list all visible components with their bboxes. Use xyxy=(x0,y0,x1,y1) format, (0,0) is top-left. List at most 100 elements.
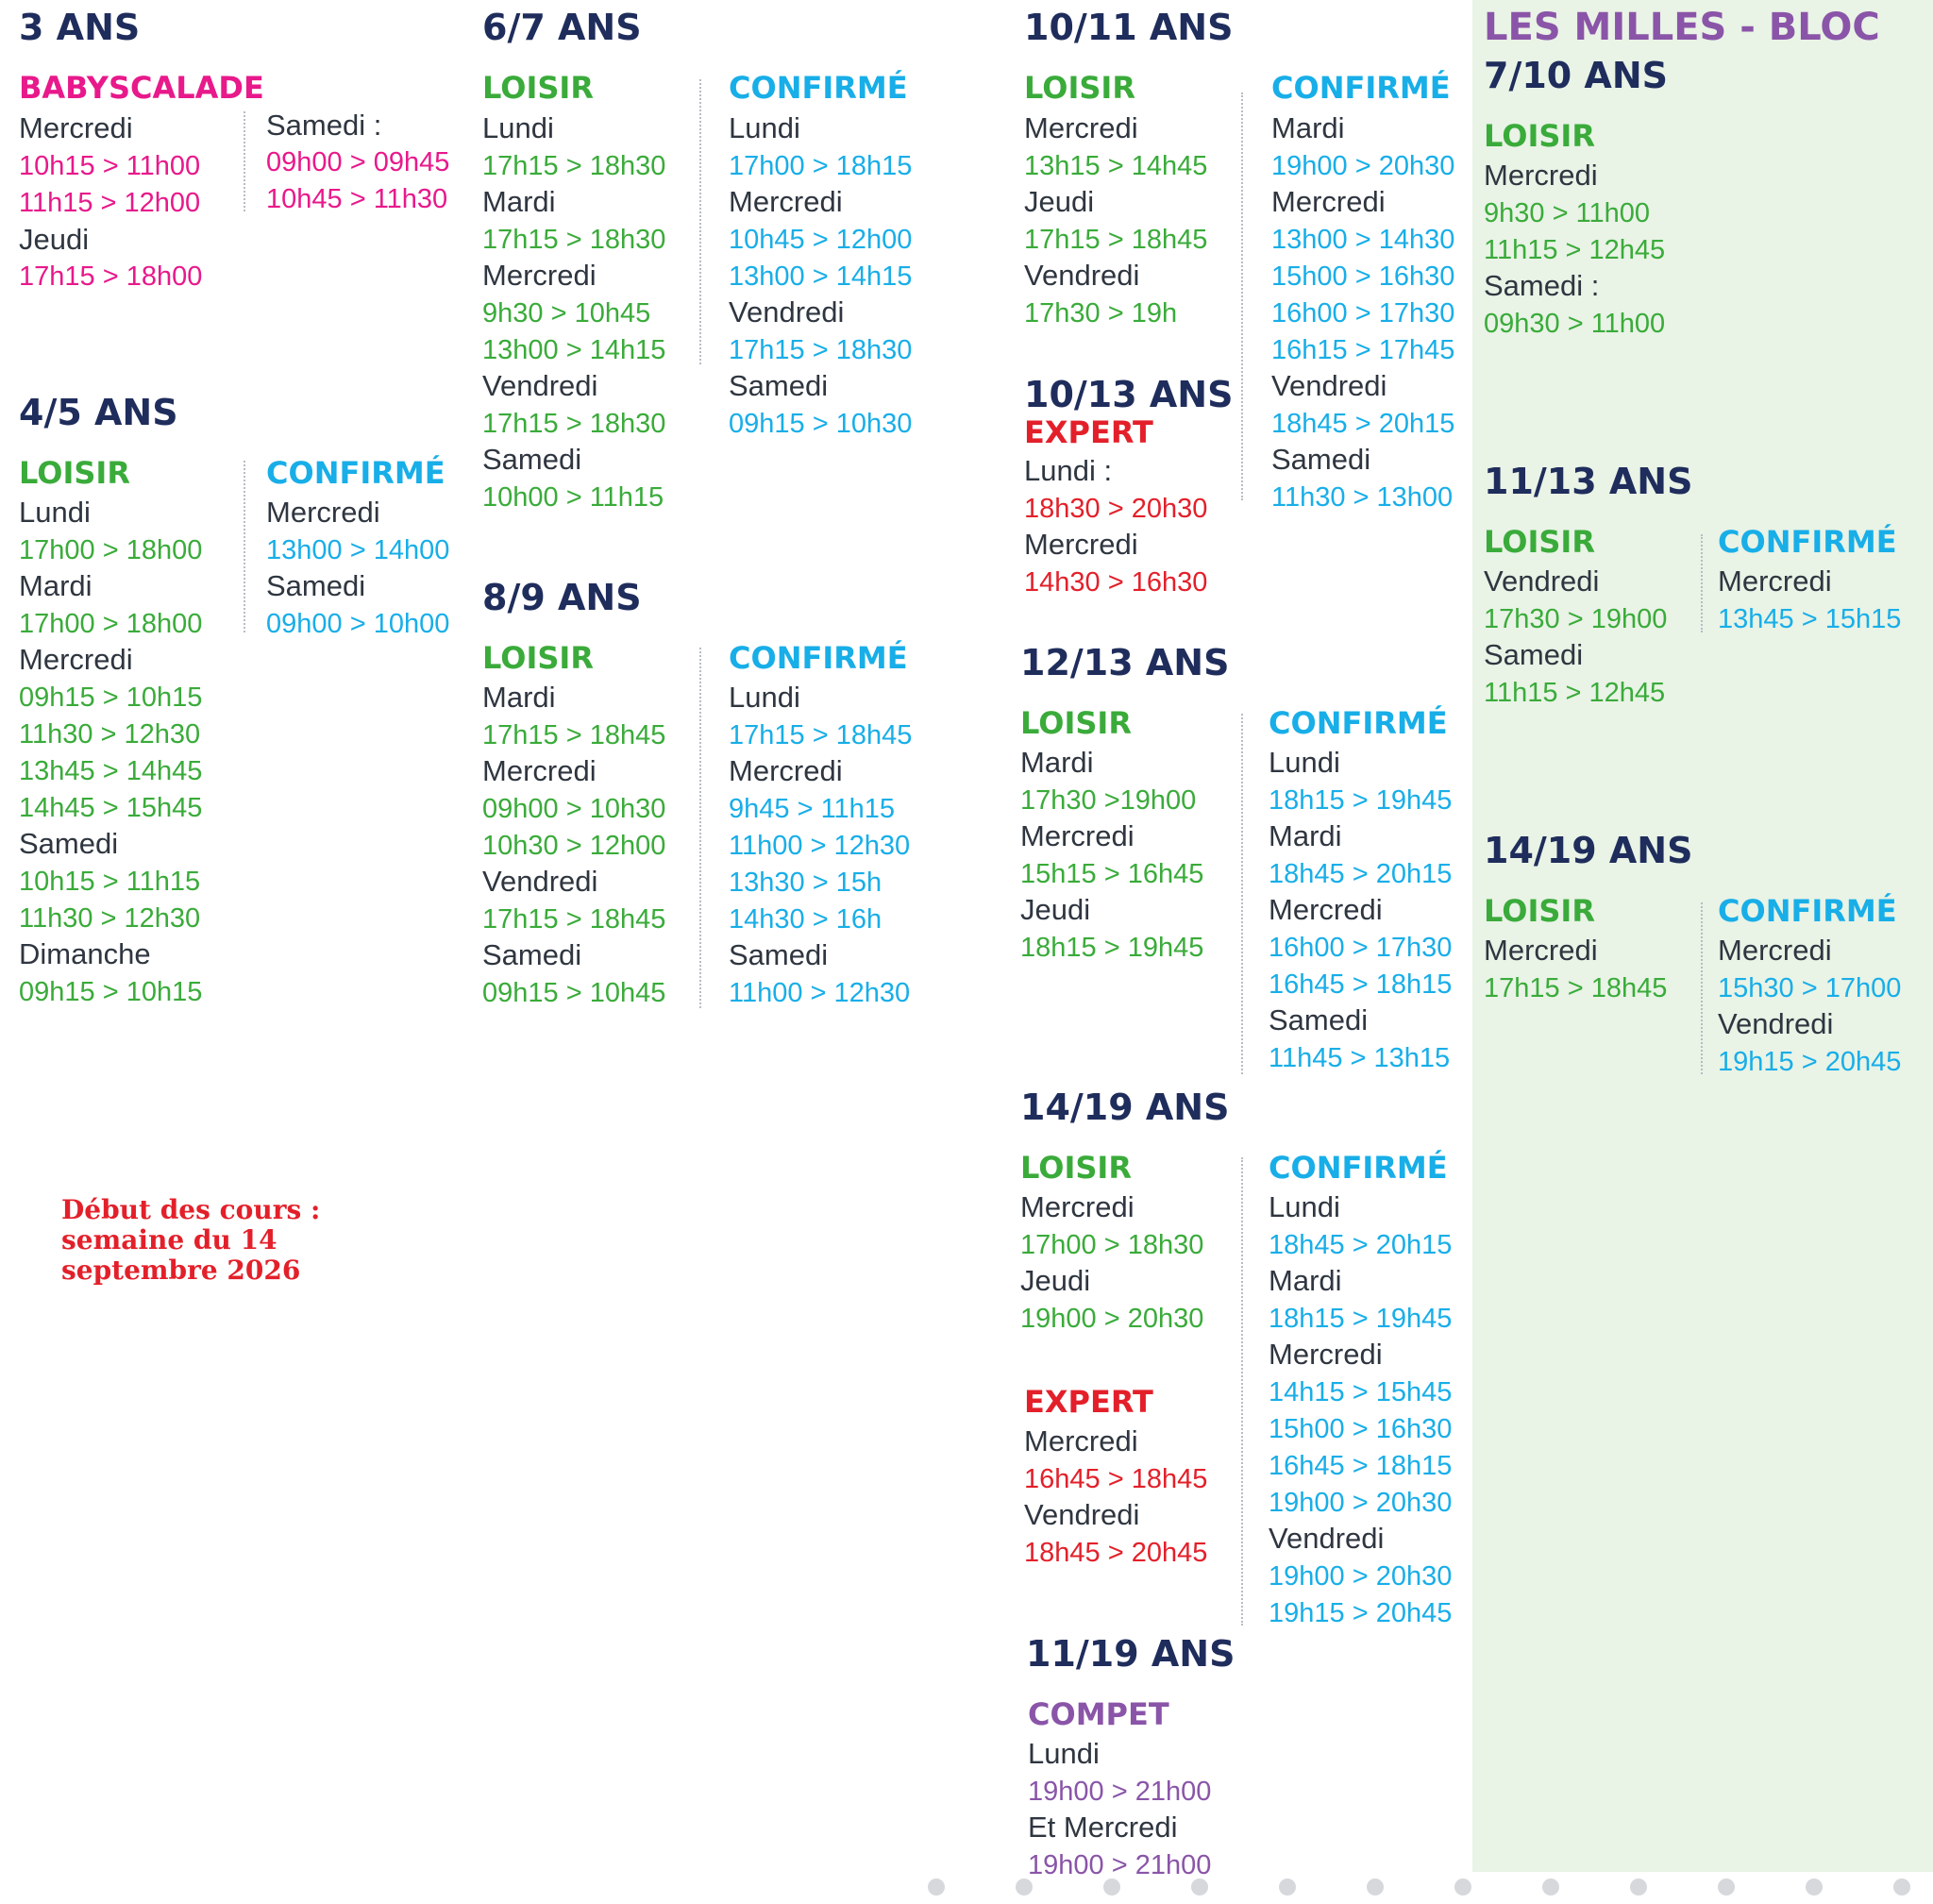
day-label: Mercredi xyxy=(482,259,597,292)
heading-11-19-ans: 11/19 ANS xyxy=(1026,1633,1235,1675)
time-slot: 18h45 > 20h15 xyxy=(1271,409,1455,439)
level-loisir: LOISIR xyxy=(1484,524,1595,560)
day-label: Samedi xyxy=(266,569,366,602)
level-confirme: CONFIRMÉ xyxy=(729,640,908,676)
level-loisir: LOISIR xyxy=(1020,1150,1132,1186)
day-label: Dimanche xyxy=(19,937,151,970)
heading-12-13-ans: 12/13 ANS xyxy=(1020,642,1230,683)
time-slot: 10h00 > 11h15 xyxy=(482,482,664,513)
level-confirme: CONFIRMÉ xyxy=(729,70,908,106)
time-slot: 13h00 > 14h30 xyxy=(1271,225,1455,255)
level-confirme: CONFIRMÉ xyxy=(266,455,445,491)
day-label: Lundi xyxy=(1269,746,1340,779)
day-label: Lundi xyxy=(1269,1190,1340,1223)
time-slot: 17h00 > 18h00 xyxy=(19,609,203,639)
column-divider xyxy=(1701,534,1703,632)
decorative-dot xyxy=(1718,1879,1735,1896)
time-slot: 9h30 > 11h00 xyxy=(1484,198,1651,228)
day-label: Samedi xyxy=(729,938,829,971)
time-slot: 09h00 > 09h45 xyxy=(266,147,450,177)
time-slot: 13h45 > 15h15 xyxy=(1718,604,1902,634)
time-slot: 17h30 > 19h xyxy=(1024,298,1178,329)
time-slot: 13h00 > 14h15 xyxy=(729,261,913,292)
time-slot: 10h30 > 12h00 xyxy=(482,831,666,861)
time-slot: 18h15 > 19h45 xyxy=(1020,933,1204,963)
day-label: Mercredi xyxy=(1484,934,1598,967)
day-label: Mardi xyxy=(1020,746,1094,779)
time-slot: 14h30 > 16h xyxy=(729,904,882,935)
start-date-note: septembre 2026 xyxy=(61,1255,301,1286)
level-confirme: CONFIRMÉ xyxy=(1718,524,1897,560)
level-expert: EXPERT xyxy=(1024,1384,1153,1420)
decorative-dot xyxy=(1630,1879,1647,1896)
day-label: Jeudi xyxy=(19,223,90,256)
level-loisir: LOISIR xyxy=(1484,118,1595,154)
day-label: Lundi xyxy=(729,111,800,144)
heading-14-19-ans: 14/19 ANS xyxy=(1020,1087,1230,1128)
day-label: Jeudi xyxy=(1020,893,1091,926)
level-compet: COMPET xyxy=(1028,1696,1169,1732)
time-slot: 11h15 > 12h45 xyxy=(1484,678,1666,708)
level-loisir: LOISIR xyxy=(19,455,130,491)
day-label: Mercredi xyxy=(1024,111,1138,144)
time-slot: 11h30 > 12h30 xyxy=(19,903,201,934)
time-slot: 9h45 > 11h15 xyxy=(729,794,896,824)
day-label: Samedi xyxy=(1269,1003,1369,1036)
time-slot: 15h15 > 16h45 xyxy=(1020,859,1204,889)
day-label: Mardi xyxy=(482,681,556,714)
day-label: Jeudi xyxy=(1024,185,1095,218)
day-label: Mercredi xyxy=(1484,159,1598,192)
decorative-dot xyxy=(1016,1879,1033,1896)
time-slot: 15h00 > 16h30 xyxy=(1271,261,1455,292)
time-slot: 19h15 > 20h45 xyxy=(1718,1047,1902,1077)
time-slot: 17h00 > 18h15 xyxy=(729,151,913,181)
time-slot: 11h30 > 12h30 xyxy=(19,719,201,750)
start-date-note: semaine du 14 xyxy=(61,1224,277,1255)
time-slot: 17h15 > 18h45 xyxy=(1024,225,1208,255)
time-slot: 09h15 > 10h45 xyxy=(482,978,666,1008)
time-slot: 18h45 > 20h15 xyxy=(1269,1230,1453,1260)
time-slot: 19h00 > 20h30 xyxy=(1269,1561,1453,1592)
heading-10-11-ans: 10/11 ANS xyxy=(1024,7,1234,48)
time-slot: 16h45 > 18h15 xyxy=(1269,1451,1453,1481)
time-slot: 09h00 > 10h00 xyxy=(266,609,450,639)
day-label: Samedi xyxy=(729,369,829,402)
heading-14-19-ans: 14/19 ANS xyxy=(1484,830,1693,871)
time-slot: 16h00 > 17h30 xyxy=(1271,298,1455,329)
time-slot: 19h00 > 20h30 xyxy=(1020,1304,1204,1334)
time-slot: 13h15 > 14h45 xyxy=(1024,151,1208,181)
day-label: Mercredi xyxy=(482,754,597,787)
time-slot: 14h30 > 16h30 xyxy=(1024,567,1208,598)
time-slot: 17h15 > 18h30 xyxy=(482,225,666,255)
time-slot: 19h00 > 20h30 xyxy=(1269,1488,1453,1518)
day-label: Vendredi xyxy=(1269,1522,1385,1555)
day-label: Vendredi xyxy=(1024,1498,1140,1531)
time-slot: 10h15 > 11h00 xyxy=(19,151,201,181)
day-label: Samedi xyxy=(482,443,582,476)
heading-10-13-ans: 10/13 ANS xyxy=(1024,374,1234,415)
time-slot: 11h00 > 12h30 xyxy=(729,831,911,861)
heading-11-13-ans: 11/13 ANS xyxy=(1484,461,1693,502)
day-label: Mercredi xyxy=(1024,528,1138,561)
day-label: Mercredi xyxy=(1269,893,1383,926)
decorative-dot xyxy=(1806,1879,1823,1896)
time-slot: 17h15 > 18h30 xyxy=(482,151,666,181)
day-label: Lundi xyxy=(729,681,800,714)
day-label: Lundi : xyxy=(1024,454,1113,487)
start-date-note: Début des cours : xyxy=(61,1194,321,1225)
decorative-dot xyxy=(1454,1879,1471,1896)
day-label: Samedi xyxy=(1271,443,1371,476)
day-label: Samedi xyxy=(482,938,582,971)
time-slot: 18h30 > 20h30 xyxy=(1024,494,1208,524)
time-slot: 13h00 > 14h00 xyxy=(266,535,450,565)
day-label: Mercredi xyxy=(1718,934,1832,967)
day-label: Mercredi xyxy=(1024,1424,1138,1457)
day-label: Mercredi xyxy=(19,643,133,676)
time-slot: 16h15 > 17h45 xyxy=(1271,335,1455,365)
level-loisir: LOISIR xyxy=(1020,705,1132,741)
time-slot: 18h15 > 19h45 xyxy=(1269,785,1453,816)
time-slot: 19h15 > 20h45 xyxy=(1269,1598,1453,1628)
day-label: Lundi xyxy=(19,496,91,529)
heading-6-7-ans: 6/7 ANS xyxy=(482,7,642,48)
level-loisir: LOISIR xyxy=(1484,893,1595,929)
